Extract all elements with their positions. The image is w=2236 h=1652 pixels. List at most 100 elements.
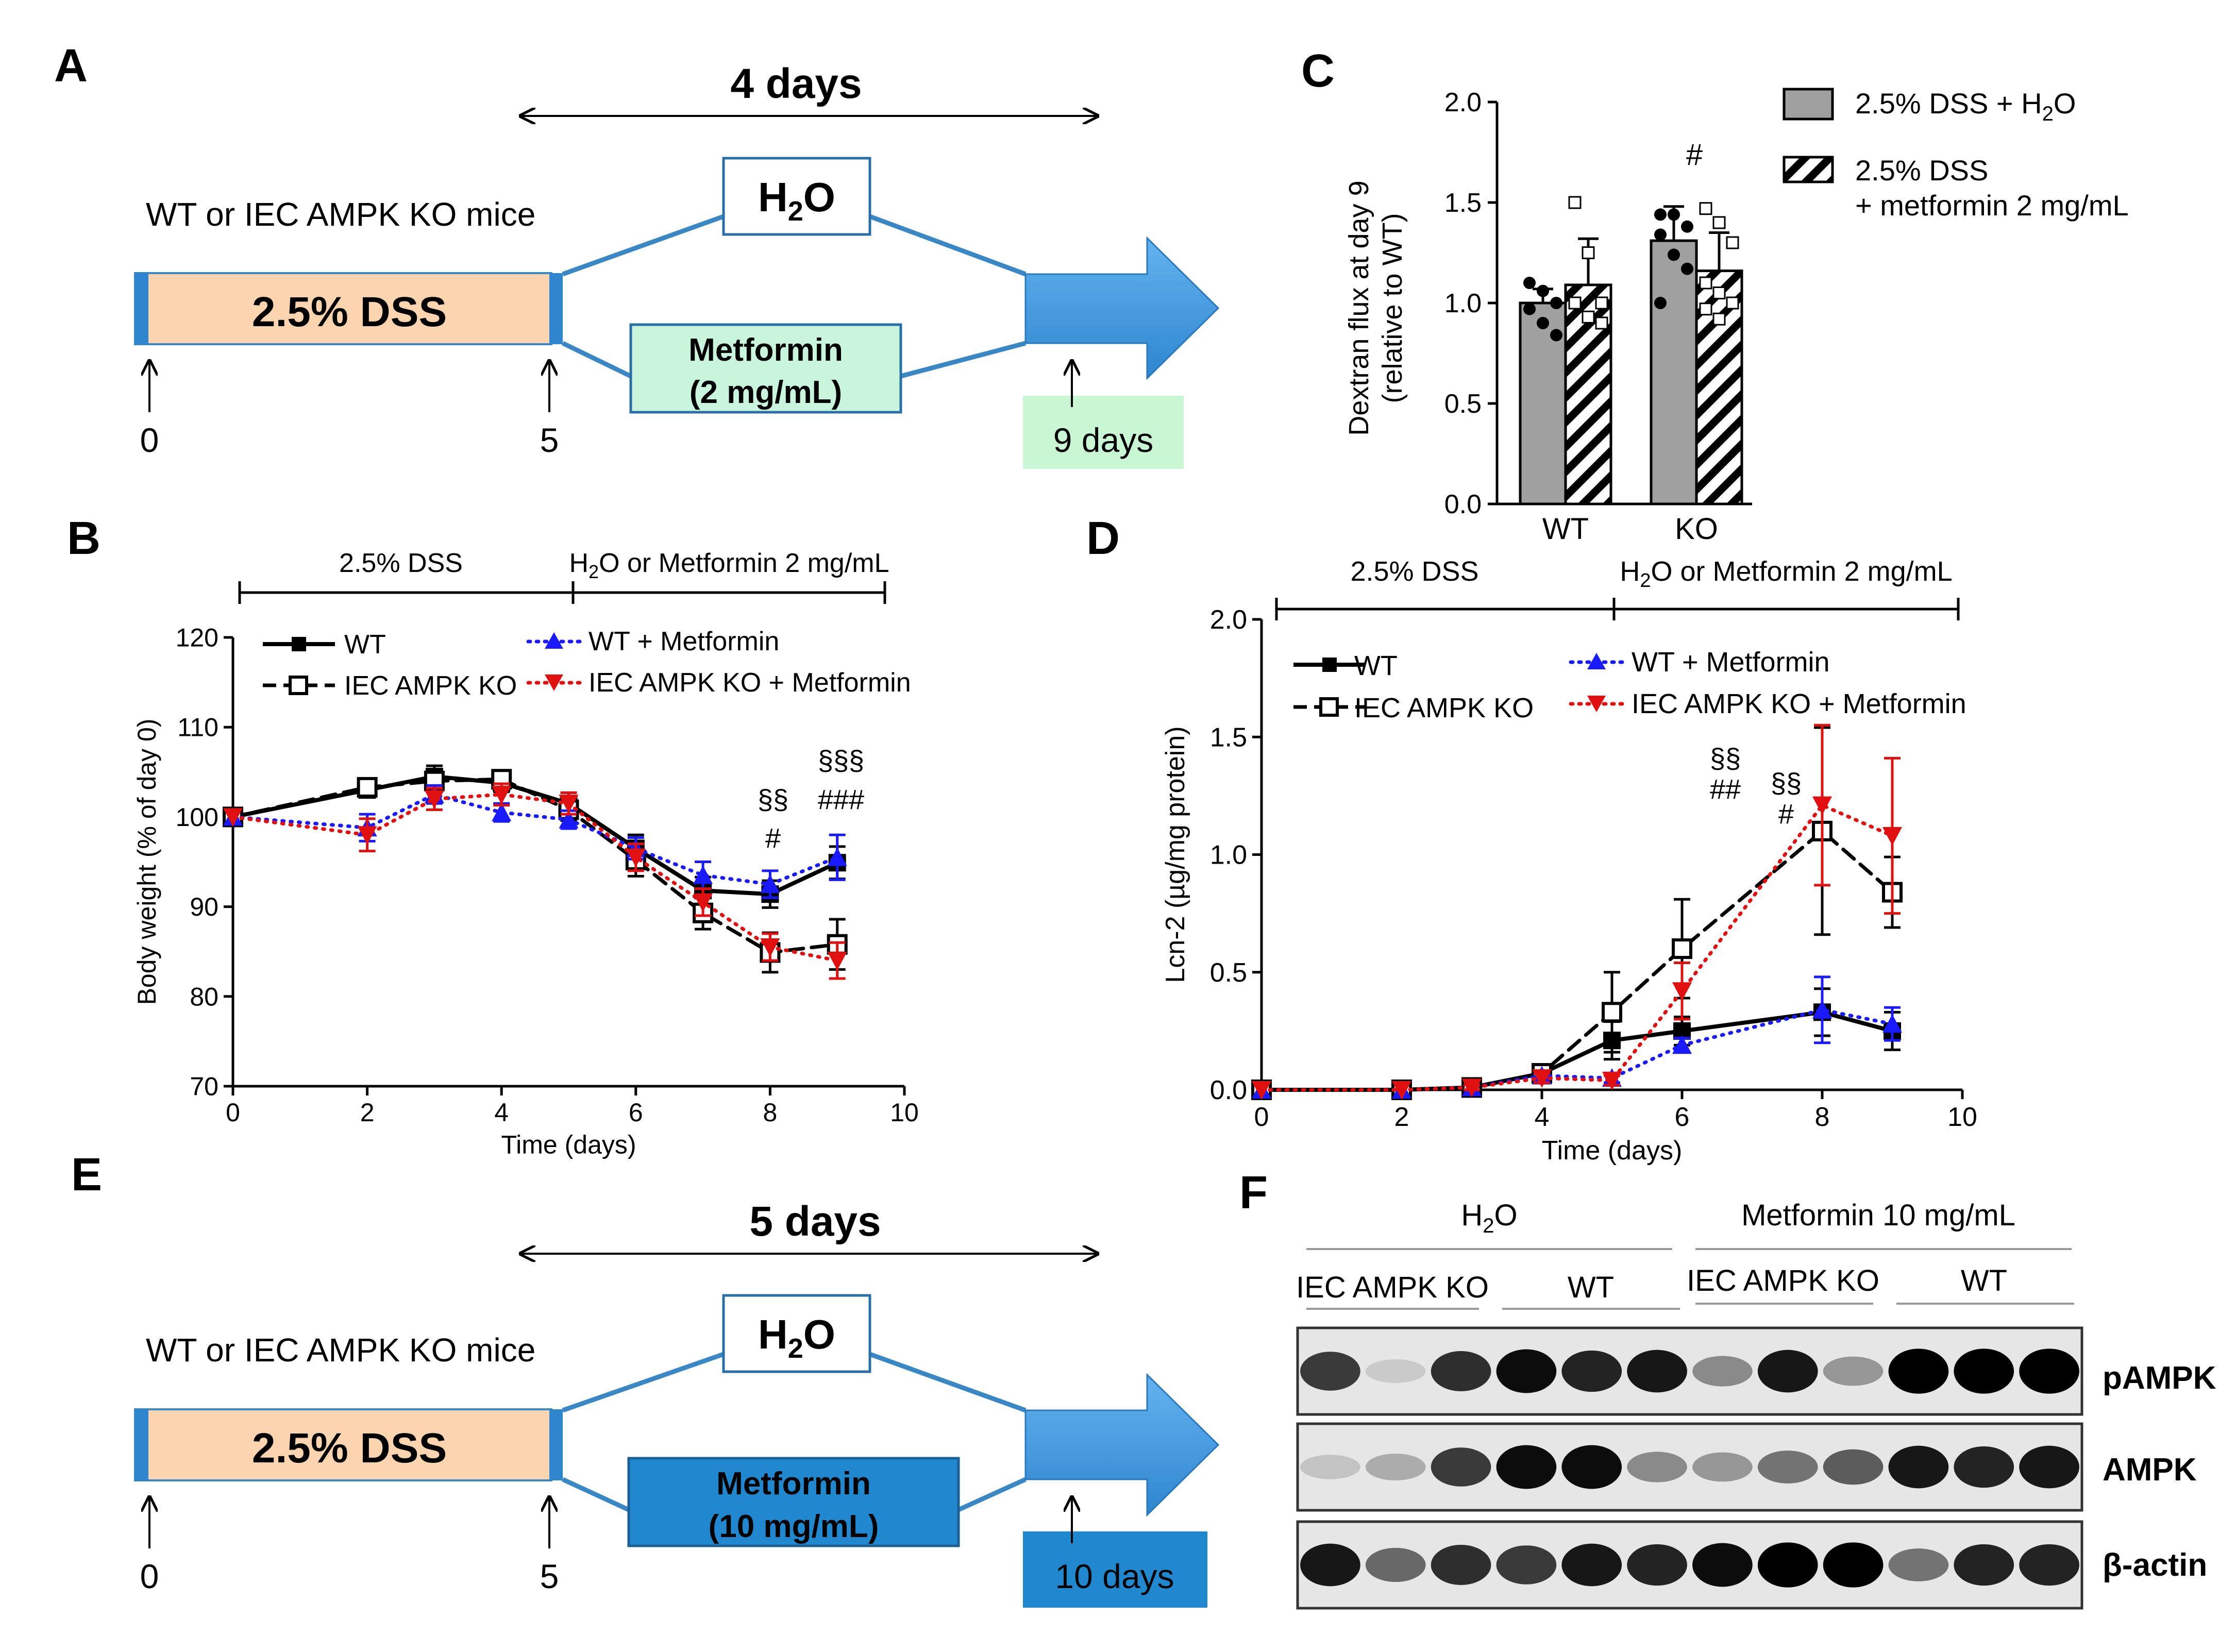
chart-b-xtick-label-5: 10	[890, 1098, 919, 1127]
panel-e-day-0: 0	[140, 1557, 159, 1595]
chart-d-point-ko_met-7	[1882, 827, 1902, 846]
chart-c-dot-wt-0-4	[1537, 317, 1549, 329]
chart-d-ytick-label-1: 0.5	[1210, 958, 1247, 988]
panel-e-water-label: H2O	[758, 1311, 835, 1364]
blot-band-1-10	[1954, 1446, 2014, 1488]
panel-d-annot-day75-bottom: #	[1778, 799, 1794, 830]
chart-c-dot-wt-1-1	[1582, 246, 1595, 259]
chart-d-point-ko_met-5	[1672, 982, 1692, 1001]
panel-a-metformin-box	[629, 323, 902, 414]
panel-e-metformin-line2: (10 mg/mL)	[709, 1509, 879, 1544]
chart-c-bar-ko-0	[1650, 239, 1698, 505]
legend-b-ko: IEC AMPK KO	[344, 671, 517, 701]
chart-b-ytick-label-2: 90	[190, 892, 218, 921]
blot-band-0-1	[1365, 1359, 1426, 1383]
chart-d-xlabel: Time (days)	[1542, 1136, 1683, 1166]
blot-band-0-3	[1496, 1349, 1557, 1393]
panel-c-annot: #	[1686, 138, 1703, 172]
legend-d-wt: WT	[1354, 650, 1398, 681]
chart-b-point-ko-1	[357, 777, 378, 798]
chart-b-point-wt_met-8	[827, 847, 847, 866]
panel-f-blots	[1296, 1326, 2083, 1610]
chart-c-dot-ko-1-5	[1726, 296, 1739, 310]
chart-b-point-ko_met-5	[626, 848, 646, 867]
panel-a-water-label: H2O	[758, 174, 835, 227]
chart-d-ytick-label-2: 1.0	[1210, 840, 1247, 870]
chart-c-dot-ko-0-3	[1654, 228, 1667, 241]
blot-band-1-2	[1431, 1447, 1491, 1487]
chart-d-point-ko_met-1	[1392, 1081, 1411, 1100]
panel-f-label-ampk: AMPK	[2103, 1452, 2197, 1488]
chart-b-xtick-label-3: 6	[629, 1098, 643, 1127]
panel-e-duration: 5 days	[749, 1198, 881, 1245]
panel-a-metformin-line1: Metformin	[688, 332, 843, 368]
blot-band-1-11	[2019, 1445, 2079, 1489]
chart-b-line-wt_met	[231, 793, 839, 886]
panel-f: F H2O Metformin 10 mg/mL IEC AMPK KO WT …	[1239, 1167, 2216, 1610]
panel-d-annot-day75-top: §§	[1771, 768, 1802, 799]
chart-d-point-ko-4	[1602, 1002, 1622, 1023]
legend-c-h2o-swatch	[1783, 88, 1834, 121]
chart-b-xtick-label-1: 2	[360, 1098, 375, 1127]
panel-f-label-pampk: pAMPK	[2103, 1360, 2216, 1396]
chart-d-line-ko_met	[1259, 803, 1894, 1092]
panel-a-dss-label: 2.5% DSS	[252, 289, 447, 335]
chart-d-point-ko_met-0	[1252, 1081, 1271, 1100]
chart-b-point-ko_met-3	[492, 785, 512, 804]
legend-c-met-swatch	[1783, 156, 1834, 183]
legend-d-wt-marker	[1322, 658, 1337, 672]
chart-b-ylabel: Body weight (% of day 0)	[132, 719, 161, 1005]
blot-band-0-5	[1627, 1350, 1687, 1393]
chart-b-point-ko_met-8	[827, 952, 847, 971]
panel-a-water-box	[722, 157, 871, 236]
chart-c-ylabel-line2: (relative to WT)	[1377, 213, 1408, 403]
panel-e-dss-bar	[134, 1408, 552, 1481]
legend-b-komet-marker	[545, 675, 563, 691]
chart-c-dot-wt-0-3	[1523, 302, 1536, 315]
chart-c-ytick-label-3: 1.5	[1444, 188, 1482, 218]
chart-c-dot-ko-1-3	[1699, 276, 1712, 290]
blot-band-0-10	[1954, 1348, 2014, 1394]
blot-panel-0	[1296, 1326, 2083, 1416]
chart-b-point-wt_met-4	[559, 810, 579, 829]
chart-d-ytick-label-4: 2.0	[1210, 605, 1247, 635]
blot-band-2-8	[1823, 1542, 1884, 1588]
panel-a-day-5: 5	[540, 421, 559, 459]
chart-b-xlabel: Time (days)	[501, 1131, 636, 1159]
chart-b-series-ko_met	[223, 782, 847, 980]
legend-d-wtmet: WT + Metformin	[1632, 647, 1830, 678]
chart-b-ytick-label-5: 120	[176, 623, 218, 652]
panel-a-dss-cap-right	[549, 273, 563, 344]
chart-c-ytick-label-0: 0.0	[1444, 490, 1482, 519]
legend-b-wt: WT	[344, 630, 386, 660]
blot-band-2-9	[1888, 1548, 1949, 1581]
panel-e-dss-label: 2.5% DSS	[252, 1425, 447, 1472]
chart-c-ytick-label-1: 0.5	[1444, 389, 1482, 419]
panel-a-day-0: 0	[140, 421, 159, 459]
chart-d-point-wt_met-5	[1672, 1035, 1692, 1054]
chart-c-dot-wt-1-5	[1595, 316, 1608, 330]
panel-a-day-9: 9 days	[1053, 421, 1153, 459]
blot-band-0-0	[1300, 1352, 1360, 1391]
panel-f-sub-wt-h2o: WT	[1568, 1271, 1614, 1304]
chart-d-xtick-label-4: 8	[1815, 1102, 1830, 1132]
chart-b-point-ko_met-7	[760, 938, 780, 957]
blot-band-2-3	[1496, 1545, 1557, 1584]
blot-band-1-7	[1757, 1451, 1818, 1484]
chart-c-dot-wt-0-5	[1550, 329, 1562, 342]
blot-band-1-0	[1300, 1455, 1360, 1479]
panel-b-annot-day8-bottom: #	[765, 823, 781, 854]
panel-b-phase2-label: H2O or Metformin 2 mg/mL	[569, 548, 889, 582]
chart-c-dot-ko-1-4	[1712, 286, 1726, 299]
chart-d-point-ko_met-2	[1462, 1078, 1482, 1098]
panel-f-label-actin: β-actin	[2103, 1547, 2207, 1583]
panel-d-annot-day6-top: §§	[1710, 743, 1741, 774]
panel-b-phase1-label: 2.5% DSS	[339, 548, 463, 578]
blot-band-1-8	[1823, 1449, 1884, 1485]
chart-d-line-wt_met	[1259, 1008, 1894, 1092]
panel-f-letter: F	[1239, 1167, 1268, 1219]
panel-c: C 0.0 0.5 1.0 1.5 2.0 Dextran flux at day 9 (r…	[1301, 45, 2129, 546]
blot-band-2-6	[1692, 1543, 1753, 1587]
blot-band-1-4	[1561, 1445, 1622, 1489]
